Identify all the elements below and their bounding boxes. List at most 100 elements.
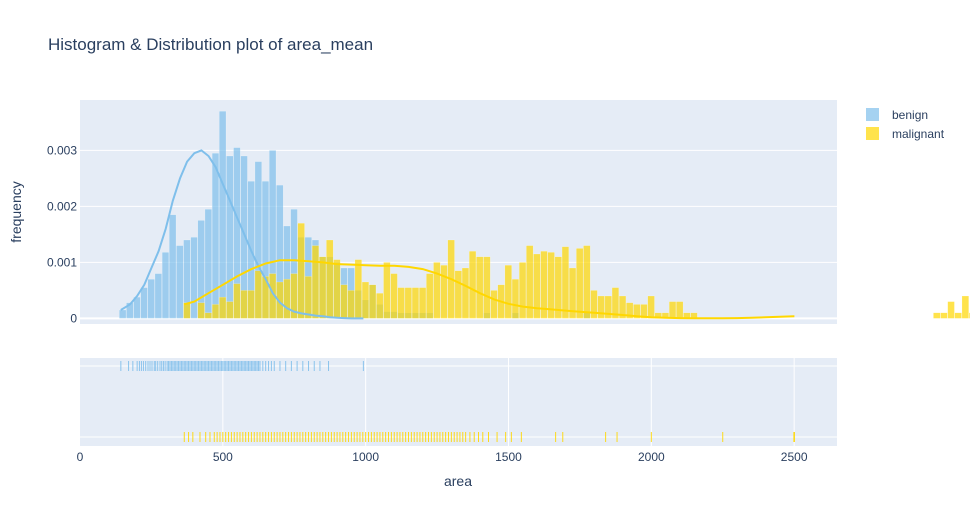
histogram-bar-malignant (676, 301, 684, 319)
histogram-bar-malignant (454, 270, 462, 319)
histogram-bar-malignant (297, 223, 305, 319)
kde-curves (120, 149, 795, 320)
y-axis-ticks: 0 0.001 0.002 0.003 (47, 143, 77, 325)
histogram-bar-malignant (519, 262, 527, 319)
y-tick-label: 0.001 (47, 255, 77, 269)
histogram-bar-malignant (633, 304, 641, 319)
legend: benign malignant (866, 108, 945, 141)
histogram-bar-malignant (197, 302, 205, 319)
legend-item-benign[interactable]: benign (866, 108, 928, 122)
histogram-bar-malignant (290, 273, 298, 319)
histogram-bar-malignant (619, 295, 627, 319)
histogram-bar-benign (140, 287, 148, 319)
histogram-bar-malignant (604, 295, 612, 319)
histogram-bar-malignant (561, 246, 569, 319)
rug-plot-background (80, 358, 837, 446)
histogram-bar-malignant (376, 293, 384, 319)
histogram-bar-malignant (311, 245, 319, 319)
histogram-bar-malignant (540, 251, 548, 319)
histogram-bar-malignant (576, 248, 584, 319)
kde-curve-benign (120, 149, 364, 320)
histogram-bar-benign (147, 279, 155, 319)
legend-label-malignant: malignant (892, 127, 945, 141)
histogram-bar-malignant (626, 302, 634, 319)
histogram-bar-malignant (219, 296, 227, 319)
histogram-bar-malignant (354, 259, 362, 319)
histogram-bar-benign (226, 155, 234, 319)
histogram-bar-benign (176, 245, 184, 319)
histogram-bar-malignant (404, 287, 412, 319)
histogram-bar-malignant (369, 284, 377, 319)
histogram-bar-malignant (211, 304, 220, 319)
histogram-bar-malignant (226, 301, 234, 319)
histogram-bar-malignant (433, 262, 441, 319)
histogram-bar-malignant (961, 295, 969, 319)
histogram-bar-malignant (383, 262, 391, 319)
histogram-bar-benign (119, 309, 127, 319)
histogram-bar-malignant (347, 290, 355, 319)
histogram-bar-malignant (483, 256, 491, 319)
histogram-bar-malignant (533, 253, 541, 319)
histogram-bar-malignant (361, 281, 369, 319)
x-axis-ticks: 0 500 1000 1500 2000 2500 (77, 450, 808, 464)
histogram-bar-malignant (261, 276, 269, 319)
histogram-bar-malignant (397, 287, 405, 319)
histogram-bar-malignant (476, 256, 484, 319)
histogram-bar-malignant (333, 259, 341, 319)
x-tick-label: 0 (77, 450, 84, 464)
rug-marks (120, 361, 795, 442)
histogram-bar-malignant (597, 295, 605, 319)
histogram-bar-malignant (469, 251, 477, 319)
histogram-bar-malignant (247, 290, 255, 319)
histogram-bar-malignant (933, 312, 941, 319)
histogram-bar-malignant (940, 312, 948, 319)
histogram-bar-benign (211, 153, 220, 319)
histogram-bar-malignant (440, 265, 448, 319)
x-tick-label: 500 (213, 450, 233, 464)
histogram-bar-malignant (204, 312, 212, 319)
histogram-bar-malignant (390, 273, 398, 319)
histogram-bar-malignant (647, 295, 655, 319)
legend-swatch-benign (866, 108, 879, 121)
histogram-bars (119, 111, 970, 319)
histogram-bar-benign (154, 273, 162, 319)
histogram-bar-malignant (319, 256, 327, 319)
histogram-bar-malignant (240, 290, 248, 319)
histogram-bar-malignant (611, 287, 619, 319)
histogram-bar-malignant (233, 283, 241, 319)
histogram-bar-malignant (554, 256, 562, 319)
histogram-bar-benign (161, 252, 170, 319)
histogram-bar-malignant (276, 281, 284, 319)
y-tick-label: 0.003 (47, 143, 77, 157)
y-axis-label: frequency (8, 181, 24, 242)
histogram-bar-benign (190, 237, 198, 319)
histogram-bar-malignant (426, 273, 434, 319)
histogram-bar-malignant (504, 265, 512, 319)
x-axis-label: area (444, 473, 472, 489)
histogram-bar-malignant (419, 287, 427, 319)
histogram-bar-malignant (326, 239, 334, 319)
histogram-bar-malignant (669, 301, 677, 319)
y-tick-label: 0.002 (47, 199, 77, 213)
histogram-bar-malignant (461, 267, 469, 319)
chart-title: Histogram & Distribution plot of area_me… (48, 35, 373, 54)
histogram-bar-malignant (640, 304, 648, 319)
histogram-bar-malignant (511, 279, 519, 319)
histogram-bar-malignant (411, 287, 419, 319)
histogram-bar-malignant (590, 290, 598, 319)
histogram-bar-malignant (340, 284, 348, 319)
histogram-bar-malignant (283, 279, 291, 319)
histogram-bar-malignant (947, 301, 955, 319)
kde-curve-malignant (184, 259, 795, 320)
x-tick-label: 2000 (638, 450, 665, 464)
x-tick-label: 2500 (781, 450, 808, 464)
histogram-bar-malignant (490, 290, 498, 319)
histogram-bar-malignant (547, 252, 555, 319)
legend-label-benign: benign (892, 108, 928, 122)
histogram-bar-malignant (583, 245, 591, 319)
histogram-bar-benign (169, 214, 177, 319)
legend-item-malignant[interactable]: malignant (866, 127, 945, 141)
histogram-bar-malignant (569, 267, 577, 319)
histogram-bar-malignant (954, 312, 962, 319)
